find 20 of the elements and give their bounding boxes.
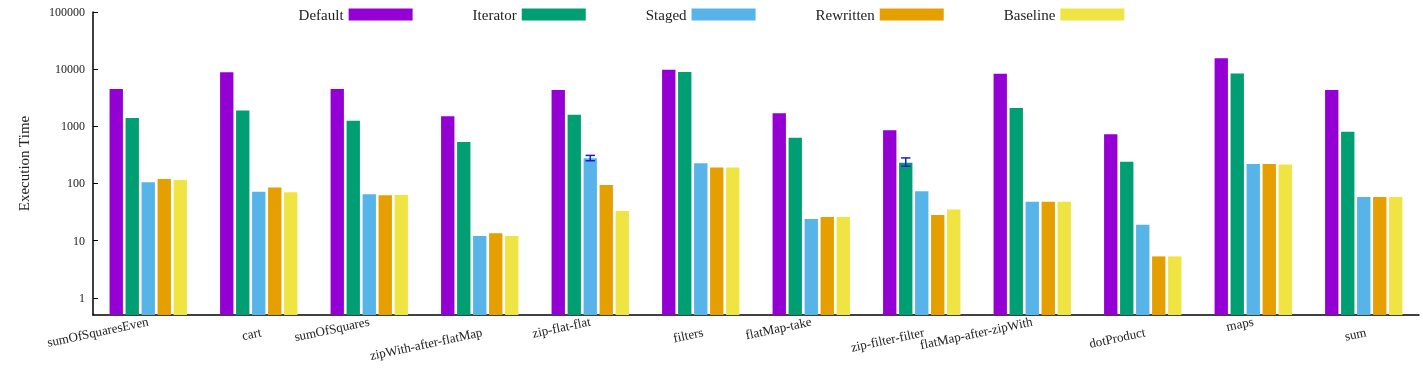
y-tick-label: 1000 [61, 119, 85, 134]
y-tick-label: 100 [67, 176, 85, 191]
y-tick-label: 1 [79, 290, 85, 305]
x-tick-label: sumOfSquares [292, 313, 371, 345]
x-tick-label: maps [1224, 313, 1255, 335]
y-tick-label: 10 [73, 233, 85, 248]
x-tick-label: sum [1343, 324, 1368, 344]
x-tick-label: filters [671, 324, 705, 346]
x-tick-label: flatMap-take [744, 313, 814, 343]
x-tick-label: zip-flat-flat [530, 313, 593, 341]
legend-label: Default [298, 6, 345, 23]
legend-label: Staged [645, 6, 688, 23]
y-tick-label: 100000 [49, 5, 85, 19]
x-tick-label: dotProduct [1087, 324, 1147, 351]
y-axis-title: Execution Time [15, 115, 32, 212]
y-tick-label: 10000 [55, 62, 85, 77]
legend-label: Iterator [472, 6, 517, 23]
x-tick-label: cart [240, 324, 263, 344]
legend-label: Rewritten [815, 6, 876, 23]
legend-label: Baseline [1003, 6, 1056, 23]
